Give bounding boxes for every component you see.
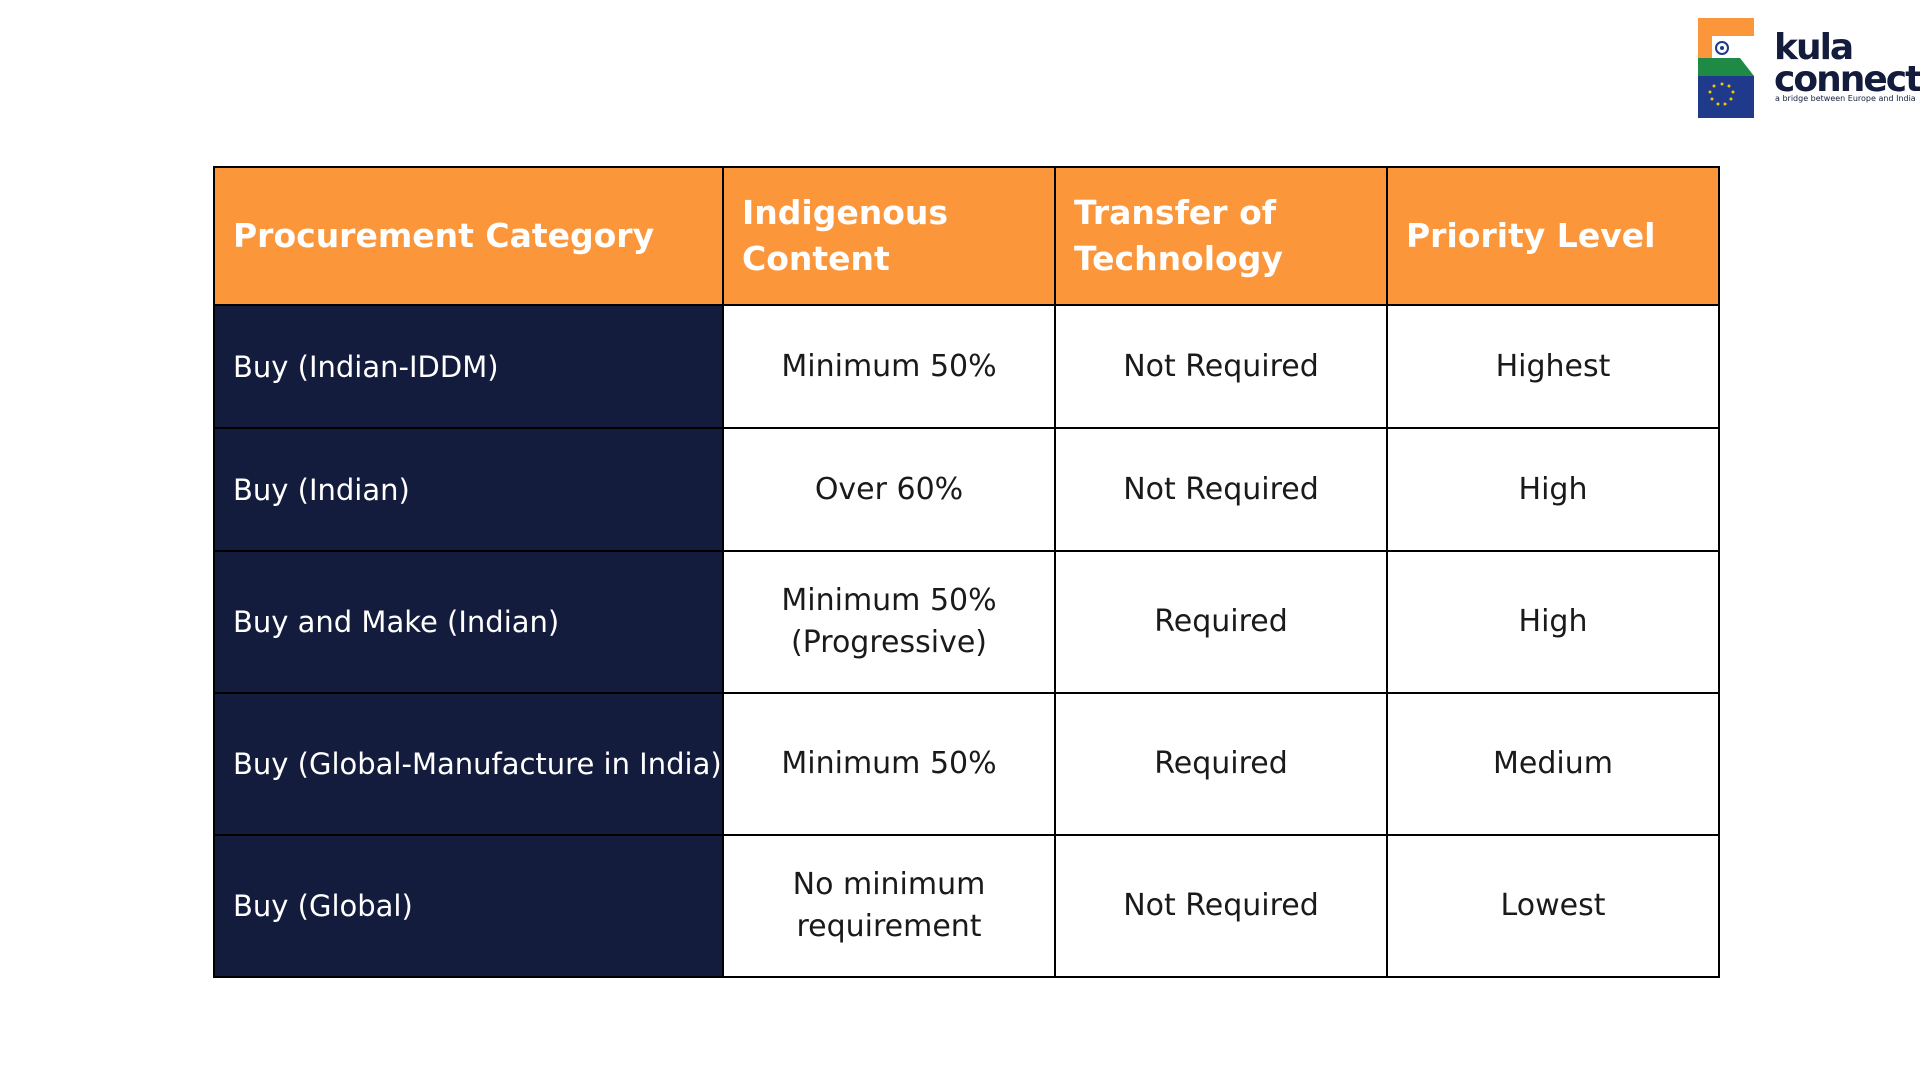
priority-cell: Lowest [1386,834,1720,978]
indigenous-cell: Minimum 50% (Progressive) [722,550,1056,694]
header-indigenous-content: Indigenous Content [722,166,1056,306]
priority-cell: Highest [1386,304,1720,429]
tot-cell: Required [1054,550,1388,694]
category-cell: Buy (Indian-IDDM) [213,304,724,429]
category-cell: Buy (Global-Manufacture in India) [213,692,724,836]
logo-name-line2: connect [1774,59,1920,100]
table-header-row: Procurement Category Indigenous Content … [213,166,1720,306]
table-row: Buy and Make (Indian) Minimum 50% (Progr… [213,550,1720,694]
table-row: Buy (Indian-IDDM) Minimum 50% Not Requir… [213,304,1720,429]
logo-wordmark: kula connect [1774,27,1920,100]
header-priority-level: Priority Level [1386,166,1720,306]
header-transfer-of-technology: Transfer of Technology [1054,166,1388,306]
tot-cell: Required [1054,692,1388,836]
tot-cell: Not Required [1054,427,1388,552]
category-cell: Buy and Make (Indian) [213,550,724,694]
table-row: Buy (Global) No minimum requirement Not … [213,834,1720,978]
tot-cell: Not Required [1054,304,1388,429]
indigenous-cell: Minimum 50% [722,304,1056,429]
priority-cell: High [1386,427,1720,552]
logo-tagline: a bridge between Europe and India [1775,94,1916,103]
header-procurement-category: Procurement Category [213,166,724,306]
tot-cell: Not Required [1054,834,1388,978]
indigenous-cell: Over 60% [722,427,1056,552]
table-row: Buy (Indian) Over 60% Not Required High [213,427,1720,552]
kula-connect-logo: kula connect a bridge between Europe and… [1698,18,1920,120]
category-cell: Buy (Global) [213,834,724,978]
priority-cell: Medium [1386,692,1720,836]
indigenous-cell: Minimum 50% [722,692,1056,836]
logo-name-line1: kula [1774,27,1854,68]
procurement-table: Procurement Category Indigenous Content … [213,166,1720,978]
priority-cell: High [1386,550,1720,694]
table-row: Buy (Global-Manufacture in India) Minimu… [213,692,1720,836]
indigenous-cell: No minimum requirement [722,834,1056,978]
category-cell: Buy (Indian) [213,427,724,552]
logo-mark-icon [1698,18,1754,118]
